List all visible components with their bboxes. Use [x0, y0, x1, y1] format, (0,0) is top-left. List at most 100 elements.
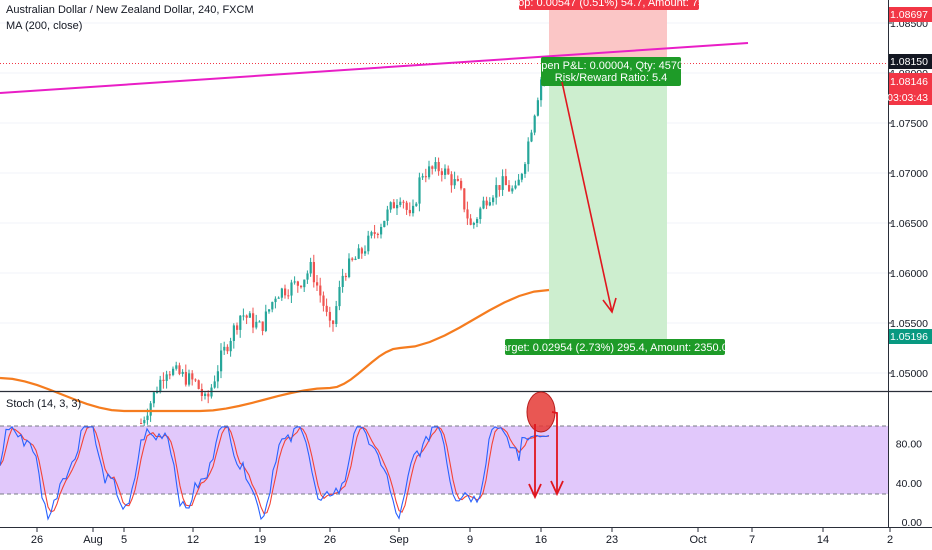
svg-text:1.08697: 1.08697 [890, 9, 928, 21]
candle-body-112 [498, 185, 501, 190]
candle-body-113 [501, 176, 504, 190]
candle-body-99 [456, 179, 459, 181]
candle-body-79 [392, 202, 395, 209]
time-tick-4: 19 [254, 534, 266, 546]
time-tick-9: 23 [606, 534, 618, 546]
candle-body-101 [463, 188, 466, 210]
candle-body-106 [479, 208, 482, 220]
time-tick-10: Oct [689, 534, 706, 546]
candle-body-1 [143, 420, 146, 424]
svg-text:1.05196: 1.05196 [890, 331, 928, 343]
ma-legend[interactable]: MA (200, close) [6, 20, 83, 32]
candlestick-series [140, 58, 549, 428]
candle-body-18 [197, 380, 200, 389]
stoch-arrows[interactable] [528, 411, 564, 500]
candle-body-62 [338, 286, 341, 307]
candle-body-82 [402, 201, 405, 203]
stochastic-pane[interactable]: 80.00 40.00 0.00 [0, 391, 923, 529]
candle-body-30 [236, 325, 239, 330]
candle-body-103 [469, 218, 472, 225]
candle-body-61 [335, 306, 338, 324]
candle-body-32 [242, 315, 245, 317]
trendline[interactable] [0, 42, 749, 94]
candle-body-114 [504, 176, 507, 186]
candle-body-31 [239, 315, 242, 330]
overbought-highlight[interactable] [526, 391, 556, 433]
candle-body-89 [424, 176, 427, 178]
svg-text:Risk/Reward Ratio: 5.4: Risk/Reward Ratio: 5.4 [555, 72, 668, 84]
price-tick-3: 1.07000 [890, 168, 928, 180]
candle-body-86 [415, 203, 418, 206]
candle-body-108 [485, 200, 488, 206]
candle-body-102 [466, 209, 469, 219]
stoch-tick-2: 0.00 [902, 517, 923, 529]
candle-body-67 [354, 258, 357, 260]
candle-body-35 [252, 313, 255, 328]
candle-body-88 [421, 176, 424, 178]
candle-body-119 [520, 173, 523, 180]
candle-body-15 [188, 373, 191, 385]
candle-body-41 [271, 302, 274, 310]
candle-body-24 [216, 371, 219, 382]
candle-body-9 [168, 374, 171, 376]
candle-body-107 [482, 200, 485, 209]
time-axis[interactable]: 26 Aug 5 12 19 26 Sep 9 16 23 Oct 7 14 2 [0, 527, 932, 547]
candle-body-83 [405, 202, 408, 210]
candle-body-122 [530, 132, 533, 142]
candle-body-25 [220, 350, 223, 372]
ma-200-line[interactable] [0, 288, 550, 413]
target-label[interactable]: Target: 0.02954 (2.73%) 295.4, Amount: 2… [496, 339, 734, 355]
stoch-tick-1: 40.00 [896, 478, 922, 490]
candle-body-109 [488, 202, 491, 206]
candle-body-75 [380, 226, 383, 235]
candle-body-10 [172, 368, 175, 375]
price-axis[interactable]: 1.085001.080001.075001.070001.065001.060… [887, 0, 932, 528]
candle-body-74 [376, 233, 379, 235]
candle-body-53 [309, 262, 312, 274]
candle-body-71 [367, 235, 370, 252]
time-tick-7: 9 [467, 534, 473, 546]
candle-body-57 [322, 295, 325, 306]
time-tick-8: 16 [535, 534, 547, 546]
stoch-legend[interactable]: Stoch (14, 3, 3) [6, 398, 82, 410]
stop-label[interactable]: Stop: 0.00547 (0.51%) 54.7, Amount: 750 [508, 0, 710, 10]
time-tick-2: 5 [121, 534, 127, 546]
candle-body-100 [460, 180, 463, 189]
candle-body-19 [200, 388, 203, 397]
candle-body-51 [303, 279, 306, 288]
candle-body-17 [194, 379, 197, 381]
svg-text:1.08146: 1.08146 [890, 76, 928, 88]
stoch-band-fill [0, 426, 888, 494]
candle-body-111 [495, 185, 498, 198]
candle-body-97 [450, 174, 453, 186]
price-grid [0, 22, 888, 374]
candle-body-80 [396, 204, 399, 209]
candle-body-81 [399, 201, 402, 205]
candle-body-117 [514, 185, 517, 189]
candle-body-69 [360, 248, 363, 254]
candle-body-46 [287, 295, 290, 297]
candle-body-7 [162, 379, 165, 381]
symbol-title[interactable]: Australian Dollar / New Zealand Dollar, … [6, 4, 254, 16]
candle-body-26 [223, 346, 226, 351]
candle-body-40 [268, 309, 271, 312]
down-arrow-annotation[interactable] [561, 81, 617, 314]
svg-text:03:03:43: 03:03:43 [887, 92, 928, 104]
candle-body-38 [261, 321, 264, 331]
candle-body-73 [373, 232, 376, 234]
candle-body-49 [296, 281, 299, 286]
candle-body-39 [264, 311, 267, 331]
candle-body-14 [184, 371, 187, 385]
svg-text:Open P&L: 0.00004, Qty: 45703: Open P&L: 0.00004, Qty: 45703 [533, 60, 690, 72]
candle-body-121 [527, 141, 530, 165]
candle-body-2 [146, 415, 149, 421]
open-pnl-label[interactable]: Open P&L: 0.00004, Qty: 45703 Risk/Rewar… [533, 57, 690, 86]
candle-body-21 [207, 393, 210, 397]
candle-body-90 [428, 166, 431, 178]
candle-body-48 [293, 281, 296, 283]
candle-body-123 [533, 115, 536, 133]
svg-text:1.08150: 1.08150 [890, 56, 928, 68]
stoch-k-line [0, 426, 550, 521]
candle-body-13 [181, 371, 184, 374]
